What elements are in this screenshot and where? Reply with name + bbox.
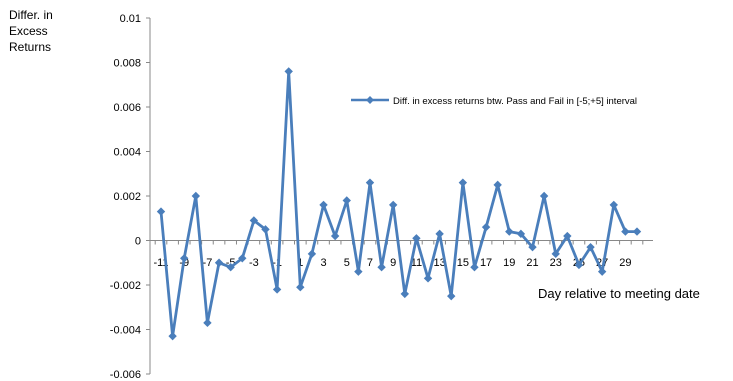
- x-tick-label: 13: [434, 257, 446, 269]
- legend-marker-swatch: [366, 96, 374, 104]
- data-point-marker: [354, 267, 363, 276]
- data-point-marker: [226, 263, 235, 272]
- x-tick-label: -1: [272, 257, 282, 269]
- data-point-marker: [458, 178, 468, 187]
- y-axis-title-line-1: Differ. in: [9, 8, 53, 22]
- y-tick-label: 0.006: [113, 102, 141, 114]
- data-point-marker: [505, 227, 514, 236]
- data-point-marker: [597, 267, 607, 276]
- data-point-marker: [539, 191, 549, 201]
- data-point-marker: [563, 231, 572, 241]
- x-tick-label: 19: [503, 257, 515, 269]
- series-group: [156, 67, 642, 341]
- data-point-marker: [191, 191, 201, 201]
- data-point-marker: [423, 274, 433, 283]
- y-axis-tick-labels: 0.01 0.008 0.006 0.004 0.002 0 -0.002 -0.004 -0.…: [110, 13, 150, 381]
- data-point-marker: [516, 229, 526, 239]
- data-point-marker: [203, 318, 212, 328]
- data-point-marker: [528, 242, 537, 252]
- data-point-marker: [307, 249, 317, 259]
- data-point-marker: [400, 289, 410, 299]
- x-tick-label: 15: [457, 257, 469, 269]
- y-axis-title-line-3: Returns: [9, 40, 51, 54]
- x-tick-label: 29: [619, 257, 631, 269]
- y-axis-title: Differ. in Excess Returns: [9, 8, 53, 54]
- x-tick-label: -7: [203, 257, 213, 269]
- data-point-marker: [272, 285, 282, 294]
- data-point-marker: [249, 216, 259, 225]
- x-tick-label: 3: [320, 257, 326, 269]
- x-tick-label: 9: [390, 257, 396, 269]
- data-point-marker: [180, 254, 189, 263]
- x-axis-tick-labels: -11-9-7-5-3-11357911131517192123252729: [153, 257, 631, 269]
- data-point-marker: [574, 260, 584, 270]
- data-point-marker: [470, 263, 479, 272]
- y-axis-title-line-2: Excess: [9, 24, 48, 38]
- data-point-marker: [214, 258, 224, 267]
- y-tick-label: -0.004: [110, 325, 141, 337]
- data-point-marker: [632, 227, 642, 236]
- data-point-marker: [447, 291, 456, 301]
- x-tick-label: 11: [411, 257, 422, 269]
- y-tick-label: 0.008: [113, 58, 141, 70]
- data-point-marker: [412, 234, 421, 243]
- x-tick-label: 5: [344, 257, 350, 269]
- x-tick-label: 21: [526, 257, 538, 269]
- data-point-marker: [609, 200, 618, 210]
- legend: Diff. in excess returns btw. Pass and Fa…: [351, 96, 637, 107]
- x-tick-label: 23: [550, 257, 562, 269]
- y-tick-label: 0.01: [120, 13, 141, 25]
- data-point-marker: [388, 200, 398, 210]
- data-point-marker: [296, 283, 305, 292]
- y-tick-label: 0.002: [113, 191, 141, 203]
- data-point-marker: [365, 178, 375, 187]
- data-point-marker: [481, 222, 491, 232]
- data-point-marker: [330, 231, 340, 241]
- x-tick-label: 7: [367, 257, 373, 269]
- data-point-marker: [435, 229, 444, 239]
- data-point-marker: [621, 227, 630, 236]
- legend-series-label: Diff. in excess returns btw. Pass and Fa…: [393, 96, 637, 107]
- data-point-marker: [586, 242, 595, 252]
- x-tick-label: 17: [480, 257, 492, 269]
- y-tick-label: 0: [135, 236, 141, 248]
- data-point-marker: [377, 263, 386, 272]
- y-tick-label: -0.006: [110, 369, 141, 381]
- data-point-marker: [319, 200, 328, 210]
- data-point-marker: [168, 331, 177, 341]
- data-point-marker: [342, 196, 351, 205]
- y-tick-label: 0.004: [113, 147, 141, 159]
- data-point-marker: [493, 180, 502, 190]
- x-axis-title: Day relative to meeting date: [538, 286, 700, 301]
- data-point-marker: [284, 67, 293, 76]
- data-point-marker: [156, 207, 166, 216]
- x-tick-label: -3: [249, 257, 259, 269]
- data-point-marker: [261, 225, 270, 234]
- data-point-marker: [551, 249, 560, 259]
- data-point-marker: [238, 254, 247, 263]
- y-tick-label: -0.002: [110, 280, 141, 292]
